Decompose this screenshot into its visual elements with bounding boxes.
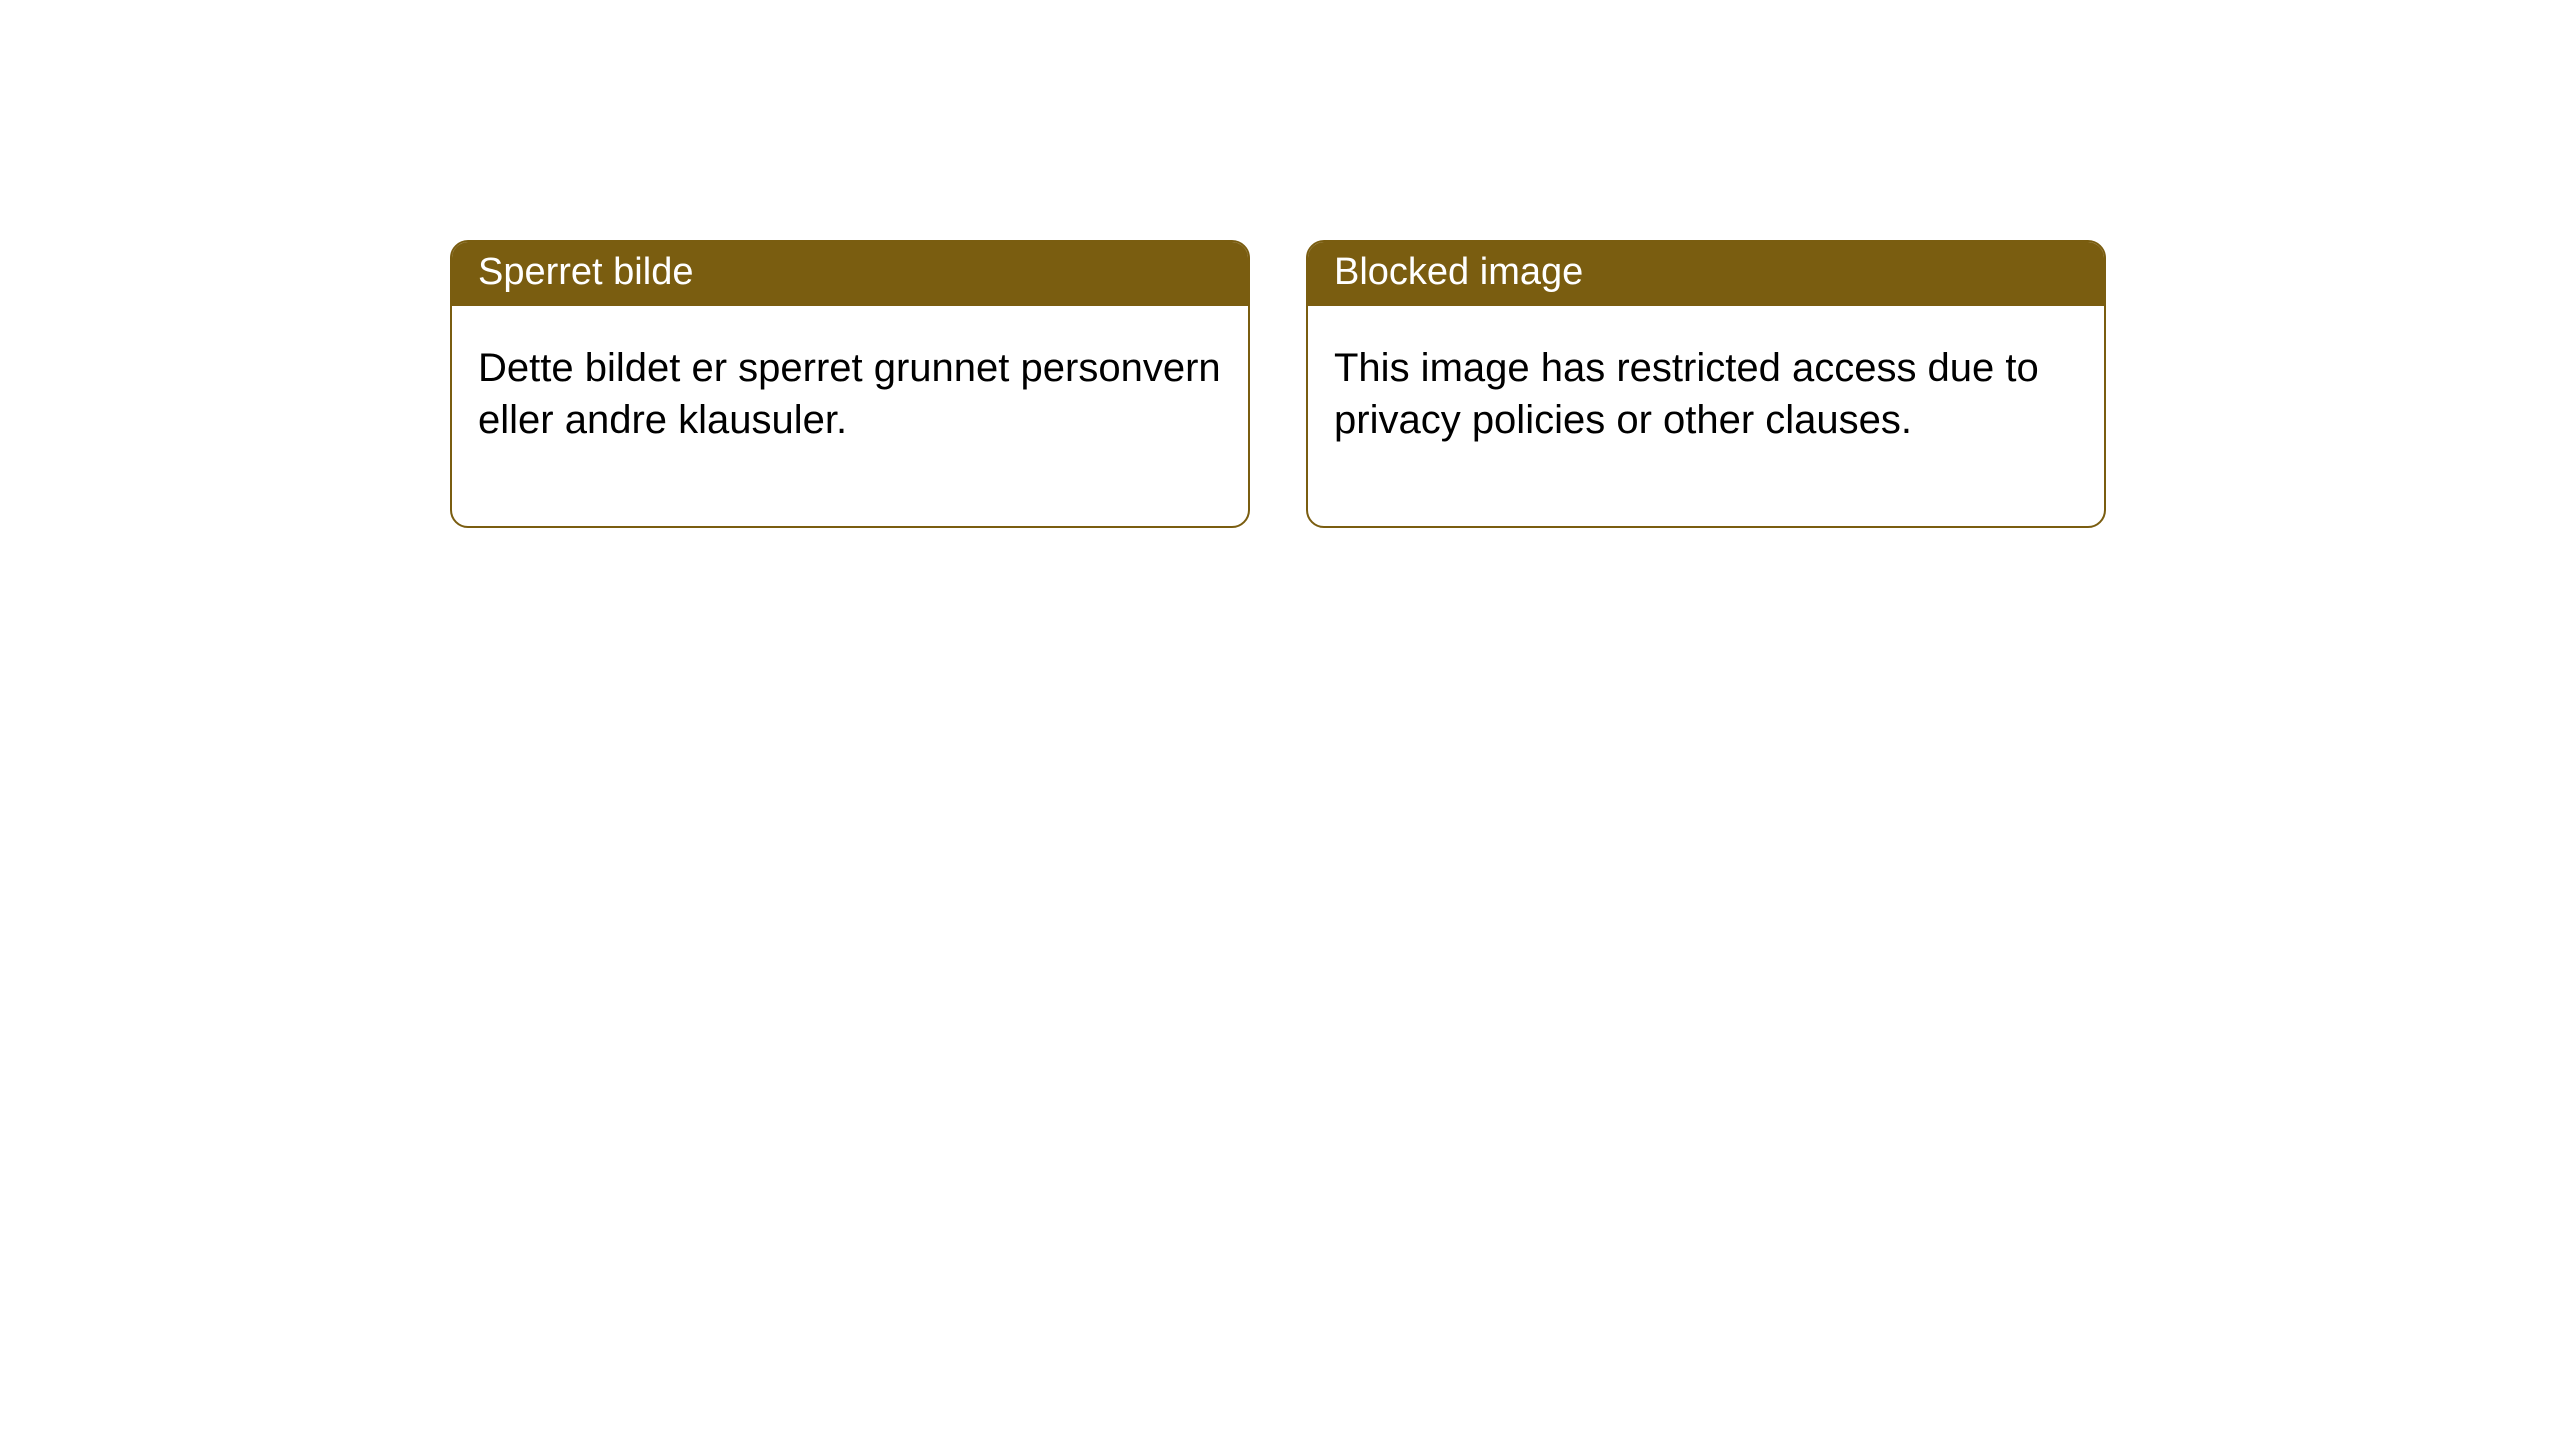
blocked-image-card-norwegian: Sperret bilde Dette bildet er sperret gr… bbox=[450, 240, 1250, 528]
blocked-image-notice-container: Sperret bilde Dette bildet er sperret gr… bbox=[450, 240, 2106, 528]
blocked-image-card-english: Blocked image This image has restricted … bbox=[1306, 240, 2106, 528]
card-body-norwegian: Dette bildet er sperret grunnet personve… bbox=[452, 306, 1248, 526]
card-body-english: This image has restricted access due to … bbox=[1308, 306, 2104, 526]
card-title-english: Blocked image bbox=[1308, 242, 2104, 306]
card-title-norwegian: Sperret bilde bbox=[452, 242, 1248, 306]
